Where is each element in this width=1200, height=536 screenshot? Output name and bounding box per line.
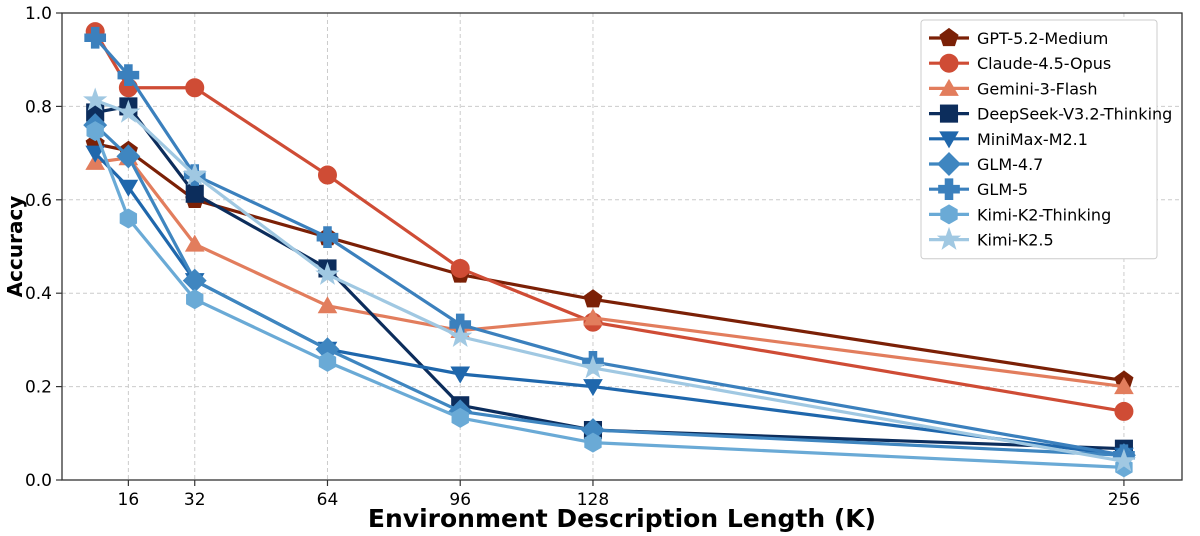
legend-label: Kimi-K2-Thinking xyxy=(977,205,1111,224)
data-point xyxy=(450,366,471,384)
legend-entry: Kimi-K2-Thinking xyxy=(929,204,1111,225)
x-tick-label: 32 xyxy=(184,490,206,510)
data-point xyxy=(580,355,606,379)
x-tick-label: 64 xyxy=(317,490,339,510)
legend-label: MiniMax-M2.1 xyxy=(977,130,1088,149)
y-tick-label: 0.0 xyxy=(25,471,52,491)
data-point xyxy=(583,308,603,326)
data-point xyxy=(315,261,340,285)
legend-marker xyxy=(940,204,958,225)
legend-box xyxy=(920,19,1158,260)
legend-marker xyxy=(939,104,959,123)
series-kimi-k2-thinking xyxy=(86,121,1133,478)
legend-entry: Gemini-3-Flash xyxy=(929,78,1098,98)
legend: GPT-5.2-Medium Claude-4.5-Opus Gemini-3-Fl… xyxy=(920,19,1172,260)
data-point xyxy=(185,78,205,98)
y-tick-label: 0.4 xyxy=(25,284,52,304)
data-point xyxy=(450,258,470,278)
data-point xyxy=(84,26,107,49)
plot-frame xyxy=(61,12,1183,481)
data-point xyxy=(83,87,108,111)
legend-label: Claude-4.5-Opus xyxy=(977,54,1111,73)
data-point xyxy=(1114,401,1134,421)
legend-marker xyxy=(936,226,962,250)
legend-entry: DeepSeek-V3.2-Thinking xyxy=(929,104,1172,124)
y-tick-label: 0.6 xyxy=(25,191,52,211)
ticks: 16 32 64 96 128 256 0.0 0.2 0.4 0.6 0.8 1.0 xyxy=(25,4,1140,510)
data-point xyxy=(1114,377,1134,395)
data-point xyxy=(583,289,603,308)
legend-entry: MiniMax-M2.1 xyxy=(929,130,1088,149)
data-point xyxy=(85,145,106,163)
legend-label: GPT-5.2-Medium xyxy=(977,29,1108,48)
x-tick-label: 16 xyxy=(118,490,140,510)
legend-marker xyxy=(937,152,961,176)
y-tick-label: 0.8 xyxy=(25,97,52,117)
data-point xyxy=(118,179,139,197)
legend-label: Kimi-K2.5 xyxy=(977,231,1054,250)
data-point xyxy=(184,234,205,252)
legend-marker xyxy=(939,27,959,47)
data-point xyxy=(451,407,469,428)
data-point xyxy=(117,64,140,86)
data-point xyxy=(317,165,337,185)
data-point xyxy=(116,99,141,123)
x-axis-title: Environment Description Length (K) xyxy=(368,504,876,533)
data-point xyxy=(317,296,338,314)
legend-entry: GPT-5.2-Medium xyxy=(929,27,1108,48)
data-point xyxy=(185,184,204,203)
x-tick-label: 128 xyxy=(577,490,609,510)
y-axis-title: Accuracy xyxy=(3,196,27,298)
legend-label: DeepSeek-V3.2-Thinking xyxy=(977,105,1172,124)
data-point xyxy=(116,144,141,169)
data-point xyxy=(584,432,602,453)
x-tick-label: 96 xyxy=(449,490,471,510)
legend-label: GLM-5 xyxy=(977,180,1028,199)
data-point xyxy=(86,121,104,142)
data-point xyxy=(316,226,339,249)
y-tick-label: 0.2 xyxy=(25,378,52,398)
legend-label: GLM-4.7 xyxy=(977,155,1043,174)
legend-label: Gemini-3-Flash xyxy=(977,79,1098,98)
legend-entry: GLM-5 xyxy=(929,178,1028,201)
data-point xyxy=(182,162,207,186)
data-point xyxy=(186,289,204,310)
legend-entry: GLM-4.7 xyxy=(929,152,1043,176)
legend-marker xyxy=(939,131,959,149)
series-layer xyxy=(83,22,1137,478)
legend-entry: Claude-4.5-Opus xyxy=(929,53,1111,73)
data-point xyxy=(1111,448,1137,472)
data-point xyxy=(119,208,138,229)
legend-marker xyxy=(938,178,960,201)
y-tick-label: 1.0 xyxy=(25,4,52,24)
legend-entry: Kimi-K2.5 xyxy=(929,226,1054,250)
data-point xyxy=(448,323,473,347)
data-point xyxy=(318,351,337,372)
series-kimi-k2-5 xyxy=(83,87,1137,472)
legend-marker xyxy=(939,78,959,96)
legend-marker xyxy=(939,53,959,73)
data-point xyxy=(583,379,603,397)
x-tick-label: 256 xyxy=(1108,490,1140,510)
